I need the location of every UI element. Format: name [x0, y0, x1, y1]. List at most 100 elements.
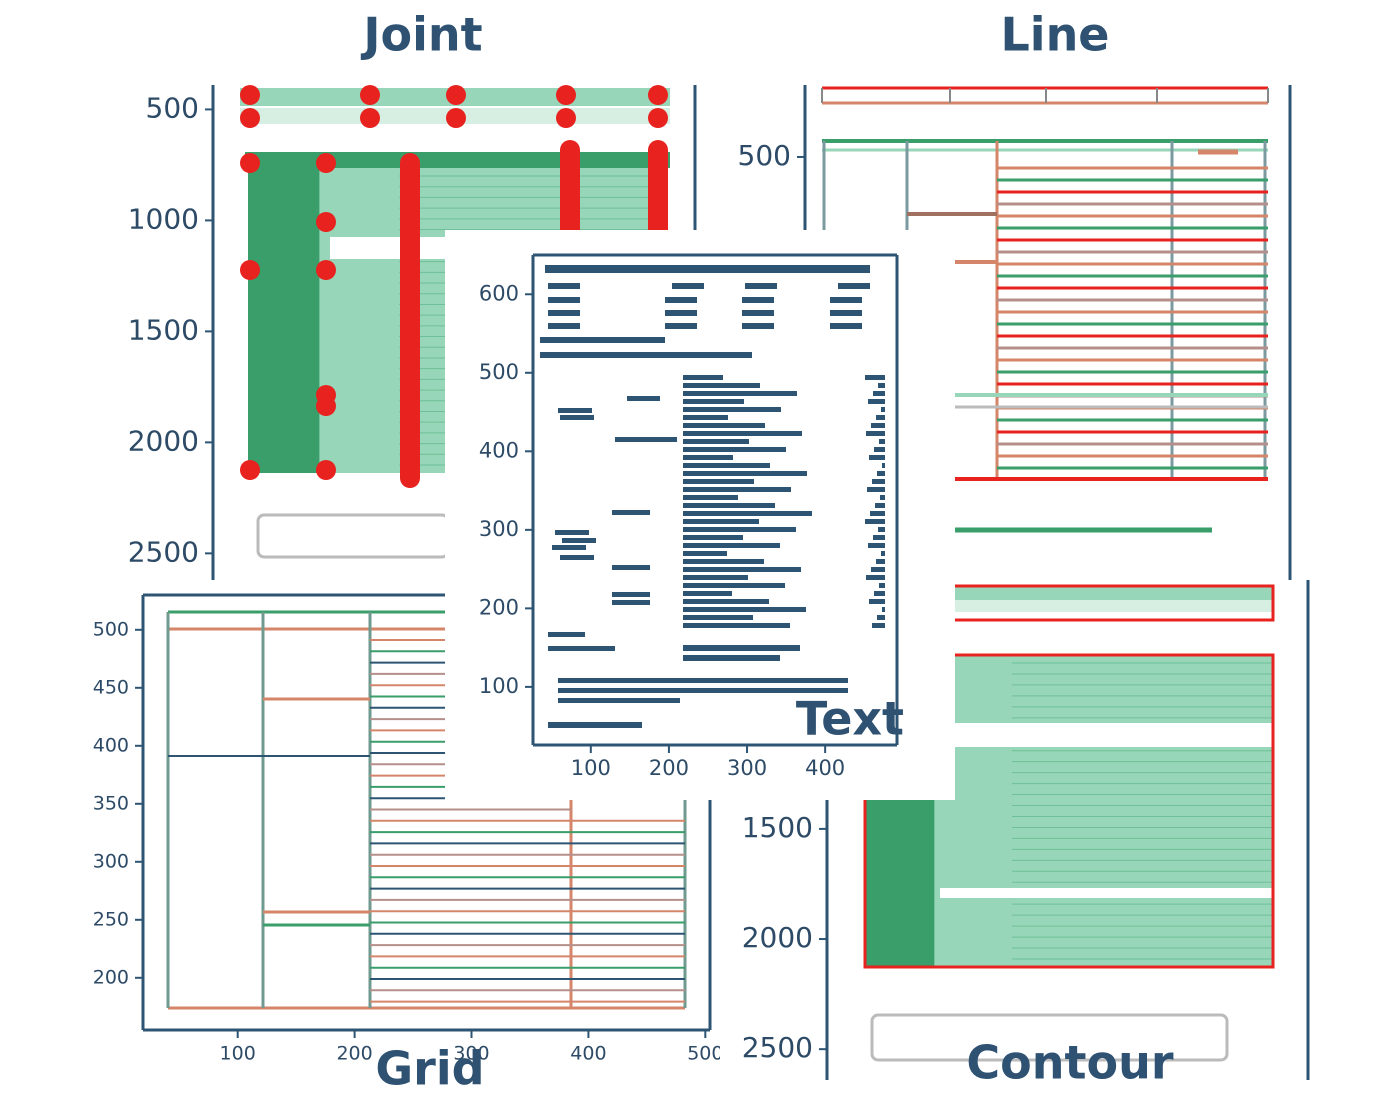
shape — [683, 591, 732, 596]
shape — [683, 495, 738, 500]
y-tick-label: 100 — [479, 674, 519, 698]
joint-point — [316, 153, 336, 173]
shape — [683, 599, 769, 604]
panel-label: Joint — [360, 8, 482, 62]
shape — [558, 698, 680, 703]
shape — [878, 527, 885, 532]
joint-point — [648, 108, 668, 128]
shape — [683, 431, 802, 436]
shape — [881, 551, 885, 556]
shape — [879, 583, 885, 588]
x-tick-label: 300 — [453, 1043, 489, 1065]
shape — [872, 479, 885, 484]
shape — [548, 646, 615, 651]
y-tick-label: 200 — [93, 966, 129, 988]
panel: 100 200 300 400 500 600 100 200 300 400 — [445, 230, 955, 800]
y-tick-label: 1000 — [128, 202, 199, 235]
shape — [683, 527, 796, 532]
y-tick-label: 300 — [479, 517, 519, 541]
shape — [683, 645, 800, 651]
shape — [683, 487, 791, 492]
shape — [742, 323, 774, 329]
shape — [869, 599, 885, 604]
shape — [683, 399, 744, 404]
y-tick-label: 500 — [146, 91, 199, 124]
shape — [683, 383, 760, 388]
shape — [683, 391, 797, 396]
shape — [876, 559, 885, 564]
joint-point — [316, 260, 336, 280]
shape — [560, 555, 594, 560]
shape — [683, 559, 764, 564]
y-tick-label: 2000 — [742, 921, 813, 954]
y-tick-label: 600 — [479, 281, 519, 305]
shape — [683, 423, 765, 428]
x-tick-label: 200 — [649, 756, 689, 780]
y-tick-label: 2500 — [128, 535, 199, 568]
joint-point — [316, 212, 336, 232]
shape — [683, 615, 753, 620]
shape — [869, 455, 885, 460]
x-tick-label: 100 — [571, 756, 611, 780]
shape — [665, 310, 697, 316]
shape — [875, 503, 885, 508]
joint-point — [360, 108, 380, 128]
shape — [548, 323, 580, 329]
shape — [558, 678, 848, 683]
shape — [552, 545, 586, 550]
shape — [558, 688, 848, 693]
shape — [870, 1013, 1229, 1062]
shape — [868, 543, 885, 548]
shape — [863, 653, 1275, 969]
shape — [878, 383, 885, 388]
y-tick-label: 500 — [93, 618, 129, 640]
shape — [683, 543, 780, 548]
shape — [866, 431, 885, 436]
shape — [871, 423, 885, 428]
shape — [683, 479, 754, 484]
shape — [683, 575, 748, 580]
shape — [683, 407, 781, 412]
shape — [545, 265, 870, 273]
shape — [683, 567, 801, 572]
shape — [876, 415, 885, 420]
shape — [612, 600, 650, 605]
x-tick-label: 300 — [727, 756, 767, 780]
shape — [683, 583, 785, 588]
joint-point — [240, 460, 260, 480]
panel-label: Contour — [966, 1036, 1173, 1090]
y-tick-label: 400 — [479, 438, 519, 462]
shape — [562, 538, 596, 543]
y-tick-label: 300 — [93, 850, 129, 872]
shape — [874, 447, 885, 452]
joint-point — [240, 260, 260, 280]
shape — [560, 415, 594, 420]
joint-point — [556, 108, 576, 128]
shape — [865, 375, 885, 380]
joint-point — [648, 85, 668, 105]
shape — [866, 575, 885, 580]
y-tick-label: 500 — [479, 360, 519, 384]
shape — [627, 396, 660, 401]
y-tick-label: 500 — [738, 139, 791, 172]
shape — [683, 439, 749, 444]
shape — [683, 375, 723, 380]
shape — [830, 297, 862, 303]
x-tick-label: 400 — [570, 1043, 606, 1065]
shape — [940, 723, 1273, 747]
shape — [540, 337, 665, 343]
joint-point — [446, 108, 466, 128]
x-tick-label: 200 — [336, 1043, 372, 1065]
shape — [615, 437, 677, 442]
shape — [868, 399, 885, 404]
joint-point — [446, 85, 466, 105]
shape — [245, 152, 670, 168]
joint-point — [556, 85, 576, 105]
shape — [683, 519, 759, 524]
joint-point — [240, 108, 260, 128]
joint-point — [316, 460, 336, 480]
shape — [877, 615, 885, 620]
shape — [830, 323, 862, 329]
shape — [683, 655, 780, 661]
